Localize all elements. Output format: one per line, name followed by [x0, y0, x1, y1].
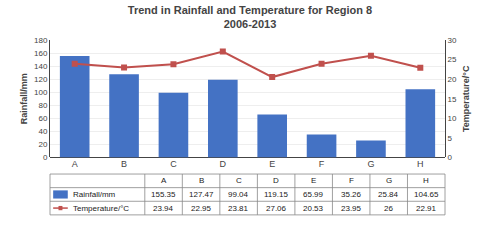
svg-text:10: 10 [448, 114, 457, 123]
svg-text:F: F [349, 176, 354, 185]
svg-text:80: 80 [38, 101, 47, 110]
svg-text:22.91: 22.91 [416, 204, 437, 213]
svg-text:27.06: 27.06 [266, 204, 287, 213]
svg-text:160: 160 [34, 49, 48, 58]
svg-text:G: G [386, 176, 392, 185]
svg-text:35.26: 35.26 [341, 190, 362, 199]
svg-text:E: E [311, 176, 316, 185]
svg-text:40: 40 [38, 127, 47, 136]
svg-text:99.04: 99.04 [228, 190, 249, 199]
svg-text:20: 20 [38, 140, 47, 149]
svg-text:127.47: 127.47 [189, 190, 214, 199]
svg-text:23.81: 23.81 [228, 204, 249, 213]
svg-text:180: 180 [34, 36, 48, 45]
svg-text:D: D [273, 176, 279, 185]
svg-text:23.95: 23.95 [341, 204, 362, 213]
svg-text:E: E [269, 159, 275, 169]
svg-text:0: 0 [43, 153, 48, 162]
svg-text:23.94: 23.94 [153, 204, 174, 213]
svg-text:Temperature/°C: Temperature/°C [461, 65, 471, 132]
svg-text:26: 26 [384, 204, 393, 213]
svg-text:104.65: 104.65 [414, 190, 439, 199]
svg-text:H: H [417, 159, 424, 169]
svg-text:15: 15 [448, 95, 457, 104]
svg-text:C: C [236, 176, 242, 185]
svg-text:60: 60 [38, 114, 47, 123]
svg-text:A: A [72, 159, 78, 169]
svg-text:30: 30 [448, 36, 457, 45]
svg-text:Temperature/°C: Temperature/°C [73, 204, 129, 213]
svg-text:D: D [220, 159, 227, 169]
svg-text:20: 20 [448, 75, 457, 84]
svg-text:B: B [199, 176, 204, 185]
svg-text:H: H [423, 176, 429, 185]
svg-text:Rainfall/mm: Rainfall/mm [19, 73, 29, 124]
svg-text:22.95: 22.95 [191, 204, 212, 213]
svg-text:25: 25 [448, 55, 457, 64]
svg-text:F: F [319, 159, 325, 169]
svg-text:Rainfall/mm: Rainfall/mm [73, 190, 116, 199]
svg-text:140: 140 [34, 62, 48, 71]
svg-text:120: 120 [34, 75, 48, 84]
svg-text:C: C [170, 159, 177, 169]
svg-text:100: 100 [34, 88, 48, 97]
svg-text:Trend in Rainfall and Temperat: Trend in Rainfall and Temperature for Re… [128, 4, 372, 30]
svg-text:65.99: 65.99 [303, 190, 324, 199]
svg-text:0: 0 [448, 153, 453, 162]
svg-text:155.35: 155.35 [151, 190, 176, 199]
svg-text:20.53: 20.53 [303, 204, 324, 213]
svg-text:119.15: 119.15 [264, 190, 288, 199]
svg-text:B: B [121, 159, 127, 169]
svg-text:G: G [367, 159, 374, 169]
svg-text:A: A [161, 176, 167, 185]
svg-text:25.84: 25.84 [378, 190, 399, 199]
svg-text:5: 5 [448, 134, 453, 143]
